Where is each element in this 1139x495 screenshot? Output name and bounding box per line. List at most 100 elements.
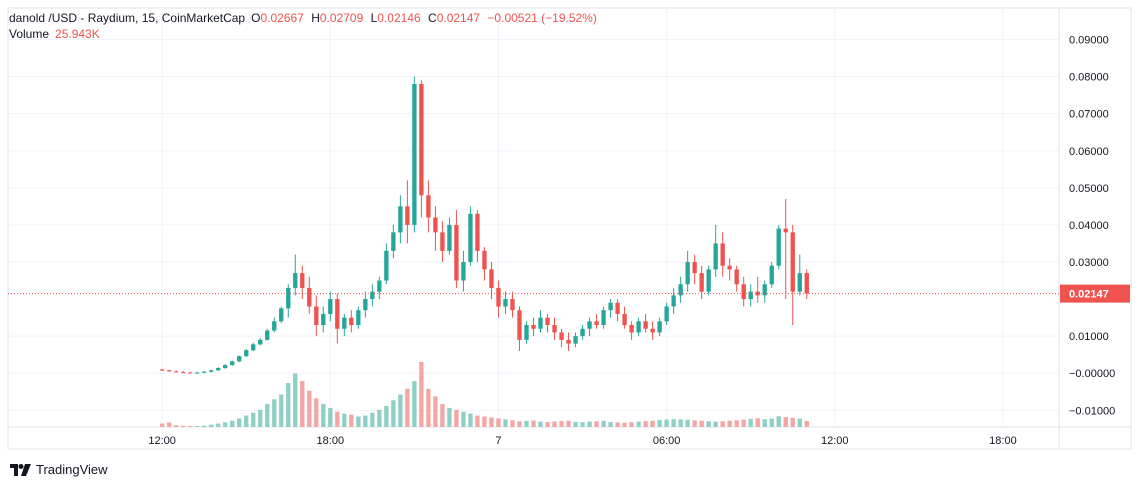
volume-bar xyxy=(272,399,277,427)
volume-bar xyxy=(713,421,718,427)
candle-body xyxy=(776,228,781,266)
candle-body xyxy=(412,84,417,225)
x-tick-label: 18:00 xyxy=(317,435,345,447)
volume-bar xyxy=(517,421,522,427)
candle-body xyxy=(440,232,445,251)
candle-body xyxy=(734,269,739,285)
tradingview-logo[interactable]: TradingView xyxy=(10,462,108,477)
candle-body xyxy=(503,299,508,307)
volume-bar xyxy=(230,420,235,427)
y-tick-label: 0.01000 xyxy=(1069,331,1109,343)
volume-bar xyxy=(531,420,536,427)
candle-body xyxy=(678,284,683,296)
candle-body xyxy=(286,287,291,309)
candle-body xyxy=(258,339,263,345)
candle-body xyxy=(293,273,298,288)
volume-bar xyxy=(251,412,256,427)
volume-bar xyxy=(384,405,389,427)
volume-bar xyxy=(524,420,529,427)
volume-bar xyxy=(545,422,550,427)
volume-bar xyxy=(503,419,508,427)
volume-bar xyxy=(412,381,417,427)
volume-bar xyxy=(433,396,438,427)
volume-bar xyxy=(650,420,655,427)
volume-bar xyxy=(734,420,739,427)
volume-bar xyxy=(342,413,347,427)
volume-bar xyxy=(321,404,326,427)
candle-body xyxy=(608,302,613,311)
volume-bar xyxy=(699,420,704,427)
candle-body xyxy=(797,273,802,292)
volume-bar xyxy=(552,421,557,427)
volume-bar xyxy=(173,425,179,427)
candle-body xyxy=(454,224,459,281)
candle-body xyxy=(573,336,578,344)
volume-bar xyxy=(223,422,228,427)
volume-bar xyxy=(671,418,676,427)
volume-bar xyxy=(180,425,186,427)
candle-body xyxy=(657,321,662,333)
y-tick-label: 0.04000 xyxy=(1069,220,1109,232)
y-tick-label: −0.00000 xyxy=(1069,368,1115,380)
volume-bar xyxy=(790,417,795,427)
candle-body xyxy=(496,287,501,307)
candle-body xyxy=(349,317,354,326)
candle-body xyxy=(622,313,627,326)
candle-body xyxy=(173,371,179,373)
symbol-title[interactable]: danold /USD - Raydium, 15, CoinMarketCap xyxy=(9,11,246,25)
candle-body xyxy=(370,291,375,300)
legend-row-ohlc: danold /USD - Raydium, 15, CoinMarketCap… xyxy=(9,10,597,26)
candle-body xyxy=(342,317,347,329)
volume-bar xyxy=(727,420,732,427)
candle-body xyxy=(244,350,249,357)
candle-body xyxy=(426,195,431,218)
chart-frame-border xyxy=(7,7,1132,450)
y-tick-label: −0.01000 xyxy=(1069,405,1115,417)
legend: danold /USD - Raydium, 15, CoinMarketCap… xyxy=(9,10,597,42)
candle-body xyxy=(300,273,305,288)
volume-bar xyxy=(706,421,711,427)
volume-bar xyxy=(769,418,774,427)
candle-body xyxy=(209,370,214,372)
candle-body xyxy=(671,295,676,307)
volume-bar xyxy=(188,426,193,427)
open-value: 0.02667 xyxy=(260,11,304,25)
last-price-label: 0.02147 xyxy=(1069,289,1109,301)
candle-body xyxy=(636,321,641,333)
volume-bar xyxy=(608,422,613,427)
volume-bar xyxy=(657,420,662,427)
volume-bar xyxy=(419,362,424,427)
volume-bar xyxy=(601,420,606,427)
volume-bar xyxy=(678,419,683,427)
volume-bar xyxy=(797,418,802,427)
volume-bar xyxy=(573,421,578,427)
y-tick-label: 0.03000 xyxy=(1069,257,1109,269)
candle-body xyxy=(159,369,165,371)
volume-bar xyxy=(447,407,452,427)
volume-bar xyxy=(580,422,585,427)
candle-body xyxy=(391,232,396,251)
candle-body xyxy=(216,368,221,371)
candle-body xyxy=(538,317,543,329)
volume-bar xyxy=(328,407,333,427)
volume-label[interactable]: Volume xyxy=(9,27,50,41)
volume-bar xyxy=(783,417,788,427)
candle-body xyxy=(664,306,669,322)
legend-row-volume: Volume 25.943K xyxy=(9,26,597,42)
volume-bar xyxy=(265,404,270,427)
change-value: −0.00521 (−19.52%) xyxy=(487,11,597,25)
volume-bar xyxy=(559,421,564,427)
volume-bar xyxy=(538,421,543,427)
open-key: O xyxy=(251,11,261,25)
candle-body xyxy=(307,287,312,307)
candle-body xyxy=(188,372,193,374)
candle-body xyxy=(475,213,480,251)
candle-body xyxy=(706,269,711,292)
candle-body xyxy=(363,299,368,311)
candle-body xyxy=(321,313,326,326)
candle-body xyxy=(279,308,284,322)
tradingview-logo-text: TradingView xyxy=(36,462,108,477)
volume-bar xyxy=(405,388,410,427)
